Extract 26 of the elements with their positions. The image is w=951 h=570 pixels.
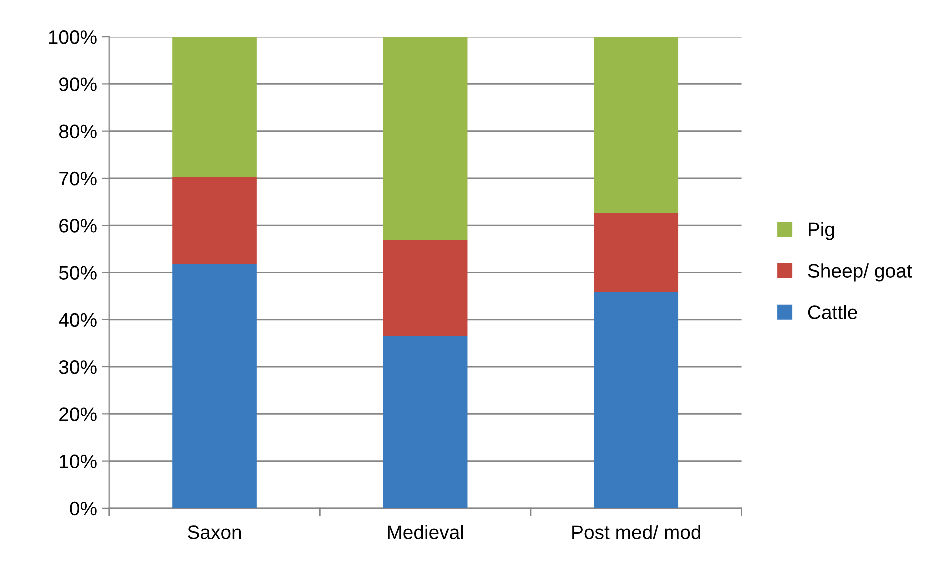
bar	[172, 177, 257, 264]
bar	[594, 37, 679, 214]
bar	[383, 240, 468, 336]
y-tick-label: 20%	[60, 408, 97, 422]
x-tick-label: Post med/ mod	[572, 525, 701, 540]
bar	[172, 264, 257, 508]
y-tick-label: 0%	[70, 502, 97, 516]
bar	[383, 37, 468, 240]
legend-label: Sheep/ goat	[808, 264, 912, 282]
x-tick-label: Medieval	[388, 525, 464, 540]
y-tick-label: 70%	[60, 172, 97, 186]
bar	[172, 37, 257, 178]
y-tick-label: 80%	[59, 124, 97, 139]
bar	[383, 336, 468, 508]
y-tick-label: 60%	[60, 219, 97, 233]
bar	[594, 213, 679, 292]
y-tick-label: 50%	[59, 266, 97, 280]
bar	[594, 292, 679, 508]
y-tick-label: 90%	[60, 78, 97, 92]
y-tick-label: 40%	[59, 313, 97, 328]
legend-label: Pig	[809, 222, 834, 240]
y-tick-label: 100%	[49, 30, 97, 44]
x-tick-label: Saxon	[188, 526, 242, 540]
y-tick-label: 30%	[59, 360, 97, 374]
legend-label: Cattle	[808, 305, 858, 320]
y-tick-label: 10%	[60, 454, 97, 469]
